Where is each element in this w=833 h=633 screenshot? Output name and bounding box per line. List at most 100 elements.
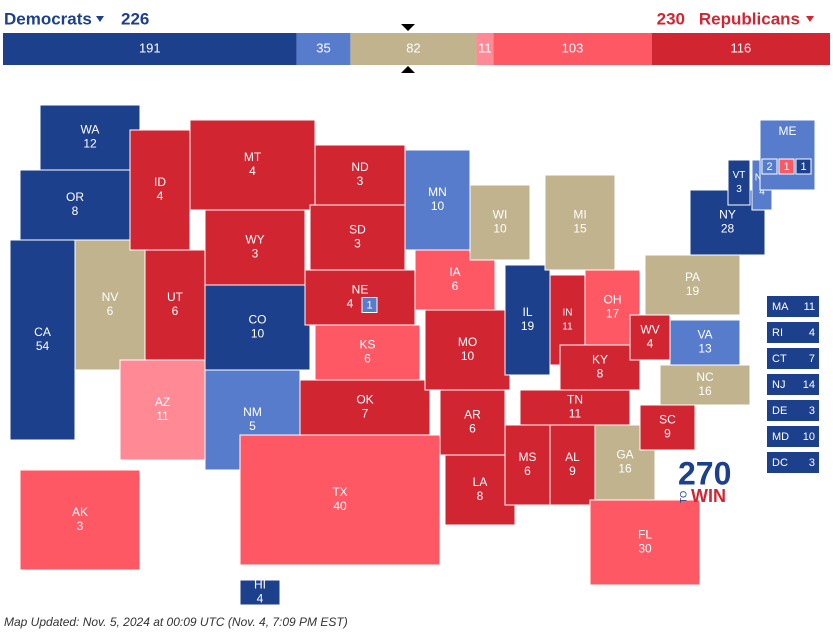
small-state-box[interactable] <box>767 452 819 473</box>
small-state-box[interactable] <box>767 374 819 395</box>
state[interactable] <box>469 184 531 261</box>
small-state-box[interactable] <box>767 400 819 421</box>
state-abbr: WY <box>245 233 264 247</box>
state[interactable] <box>404 149 471 251</box>
state[interactable] <box>19 469 141 571</box>
small-state-ev: 7 <box>809 353 815 365</box>
state-abbr: SC <box>659 413 676 427</box>
state-ev: 3 <box>736 184 742 195</box>
state[interactable] <box>74 239 146 371</box>
state[interactable] <box>314 324 421 381</box>
state-ev: 3 <box>357 174 364 188</box>
midpoint-bottom <box>401 66 415 73</box>
state-abbr: ME <box>779 124 797 138</box>
state-abbr: MS <box>519 450 537 464</box>
logo-number: 270 <box>678 455 731 491</box>
state-ev: 4 <box>249 164 256 178</box>
dem-caret[interactable] <box>96 16 104 22</box>
state-abbr: TX <box>332 485 347 499</box>
bar-segment <box>651 33 830 65</box>
state-ev: 4 <box>647 337 654 351</box>
state[interactable] <box>439 389 506 456</box>
rep-caret[interactable] <box>806 16 814 22</box>
state[interactable] <box>299 379 431 436</box>
state-ev: 6 <box>452 279 459 293</box>
state-ev: 10 <box>461 349 475 363</box>
state[interactable] <box>644 254 741 316</box>
state[interactable] <box>639 404 696 451</box>
state-abbr: VT <box>733 170 746 181</box>
state[interactable] <box>424 309 511 391</box>
state-abbr: NE <box>352 283 369 297</box>
state-ev: 10 <box>431 199 445 213</box>
state[interactable] <box>204 284 311 371</box>
state[interactable] <box>669 319 741 366</box>
state-ev: 5 <box>249 419 256 433</box>
state[interactable] <box>129 129 191 251</box>
rep-label[interactable]: Republicans <box>699 9 800 28</box>
state[interactable] <box>189 119 316 211</box>
state-abbr: KY <box>592 353 608 367</box>
state-ev: 3 <box>77 519 84 533</box>
split-label: 2 <box>766 161 772 173</box>
state-ev: 13 <box>698 342 712 356</box>
state-abbr: IA <box>449 265 460 279</box>
small-state-box[interactable] <box>767 348 819 369</box>
split-label: 1 <box>783 161 789 173</box>
state[interactable] <box>314 144 406 206</box>
split-box <box>761 158 778 175</box>
state-abbr: CA <box>34 325 51 339</box>
small-state-ev: 3 <box>809 457 815 469</box>
state[interactable] <box>119 359 206 461</box>
state-ev: 40 <box>333 499 347 513</box>
state[interactable] <box>304 269 416 326</box>
state-ev: 16 <box>698 384 712 398</box>
footer: Map Updated: Nov. 5, 2024 at 00:09 UTC (… <box>4 615 348 629</box>
state-ev: 3 <box>354 237 361 251</box>
state[interactable] <box>239 434 441 566</box>
state-abbr: WV <box>640 323 659 337</box>
state-ev: 11 <box>562 322 573 333</box>
split-label: 1 <box>800 161 806 173</box>
state[interactable] <box>444 454 516 526</box>
small-state-box[interactable] <box>767 296 819 317</box>
state-abbr: CO <box>249 313 267 327</box>
state-abbr: FL <box>638 528 652 542</box>
state-ev: 10 <box>251 327 265 341</box>
state-abbr: WI <box>493 208 508 222</box>
state-abbr: NV <box>102 290 119 304</box>
state-ev: 11 <box>569 407 582 421</box>
state[interactable] <box>727 159 751 206</box>
small-state-box[interactable] <box>767 426 819 447</box>
state[interactable] <box>589 499 701 586</box>
state-ev: 3 <box>252 247 259 261</box>
midpoint-top <box>401 24 415 31</box>
state-abbr: VA <box>697 328 712 342</box>
state-ev: 4 <box>759 187 765 198</box>
bar-segment-label: 103 <box>562 40 584 55</box>
state-ev: 4 <box>347 297 354 311</box>
state[interactable] <box>759 119 816 191</box>
small-state-ev: 3 <box>809 405 815 417</box>
state[interactable] <box>559 344 641 391</box>
state[interactable] <box>309 204 406 271</box>
small-state-box[interactable] <box>767 322 819 343</box>
state-ev: 28 <box>721 222 735 236</box>
state[interactable] <box>544 174 616 271</box>
state-ev: 6 <box>469 422 476 436</box>
state-abbr: AK <box>72 505 88 519</box>
state[interactable] <box>549 424 596 506</box>
state-ev: 15 <box>573 222 587 236</box>
state-abbr: UT <box>167 290 184 304</box>
state-ev: 17 <box>606 307 620 321</box>
rep-total: 230 <box>657 9 685 28</box>
state-abbr: MO <box>458 335 477 349</box>
state[interactable] <box>504 264 551 376</box>
state-ev: 8 <box>597 367 604 381</box>
small-state-abbr: MA <box>772 301 789 313</box>
dem-label[interactable]: Democrats <box>4 9 92 28</box>
state[interactable] <box>239 579 281 606</box>
bar-segment <box>3 33 297 65</box>
state-abbr: OR <box>66 190 84 204</box>
state-ev: 30 <box>638 542 652 556</box>
